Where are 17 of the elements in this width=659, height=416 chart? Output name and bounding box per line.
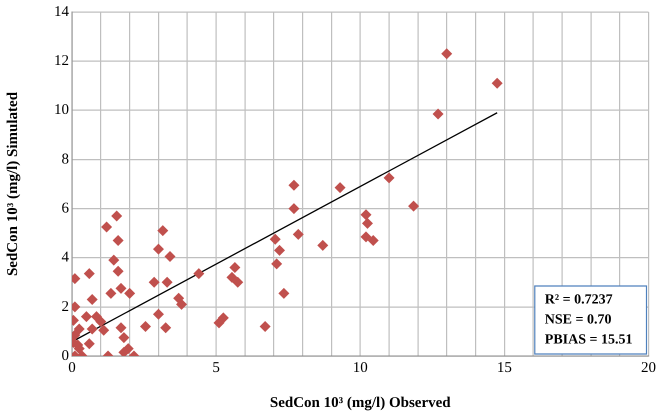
x-axis-title: SedCon 10³ (mg/l) Observed <box>270 394 452 411</box>
y-tick-label: 4 <box>62 250 70 266</box>
annotation: NSE = 0.70 <box>544 312 612 328</box>
x-tick-label: 5 <box>212 360 220 376</box>
x-tick-label: 15 <box>496 360 512 376</box>
y-tick-label: 12 <box>54 53 69 70</box>
y-tick-label: 2 <box>62 298 69 315</box>
annotation: PBIAS = 15.51 <box>544 332 633 348</box>
y-tick-label: 8 <box>62 151 69 168</box>
x-tick-label: 10 <box>352 360 368 376</box>
x-tick-label: 20 <box>641 360 656 376</box>
y-tick-label: 14 <box>54 4 70 20</box>
y-axis-title: SedCon 10³ (mg/l) Simulated <box>4 91 21 276</box>
annotation: R² = 0.7237 <box>544 292 613 308</box>
y-tick-label: 0 <box>62 348 69 364</box>
y-tick-label: 6 <box>62 200 70 217</box>
y-tick-label: 10 <box>54 102 69 118</box>
